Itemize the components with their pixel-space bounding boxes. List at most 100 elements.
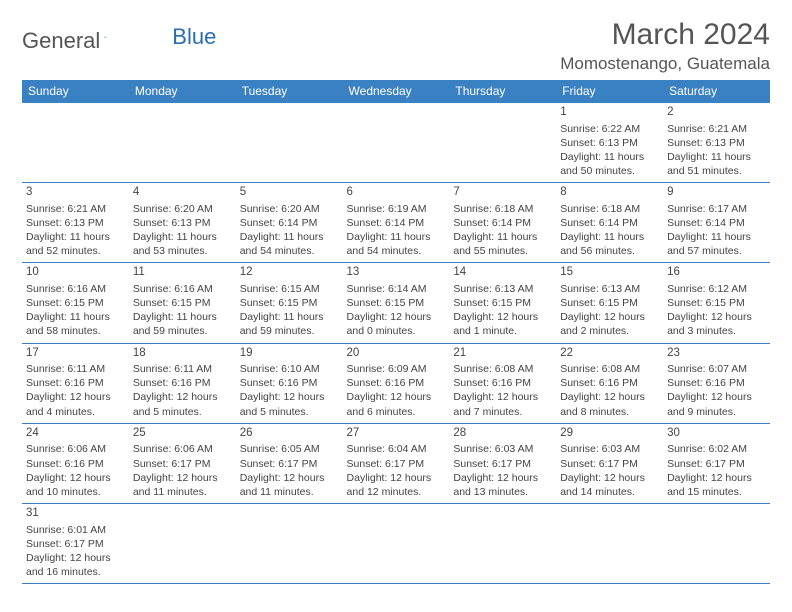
daylight-line: Daylight: 11 hours and 57 minutes. bbox=[667, 230, 766, 258]
daylight-line: Daylight: 11 hours and 59 minutes. bbox=[240, 310, 339, 338]
daylight-line: Daylight: 12 hours and 12 minutes. bbox=[347, 471, 446, 499]
sunrise-line: Sunrise: 6:07 AM bbox=[667, 362, 766, 376]
sunrise-line: Sunrise: 6:16 AM bbox=[133, 282, 232, 296]
day-number: 13 bbox=[347, 265, 446, 281]
daylight-line: Daylight: 11 hours and 59 minutes. bbox=[133, 310, 232, 338]
sunrise-line: Sunrise: 6:06 AM bbox=[133, 442, 232, 456]
sunset-line: Sunset: 6:16 PM bbox=[453, 376, 552, 390]
logo: General Blue bbox=[22, 28, 216, 54]
calendar-row: 24Sunrise: 6:06 AMSunset: 6:16 PMDayligh… bbox=[22, 423, 770, 503]
day-header: Wednesday bbox=[343, 80, 450, 103]
calendar-cell: 17Sunrise: 6:11 AMSunset: 6:16 PMDayligh… bbox=[22, 343, 129, 423]
day-number: 5 bbox=[240, 185, 339, 201]
calendar-cell: 12Sunrise: 6:15 AMSunset: 6:15 PMDayligh… bbox=[236, 263, 343, 343]
calendar-cell: 19Sunrise: 6:10 AMSunset: 6:16 PMDayligh… bbox=[236, 343, 343, 423]
sunset-line: Sunset: 6:14 PM bbox=[560, 216, 659, 230]
sunrise-line: Sunrise: 6:16 AM bbox=[26, 282, 125, 296]
calendar-table: SundayMondayTuesdayWednesdayThursdayFrid… bbox=[22, 80, 770, 584]
sunset-line: Sunset: 6:16 PM bbox=[347, 376, 446, 390]
sunset-line: Sunset: 6:14 PM bbox=[453, 216, 552, 230]
daylight-line: Daylight: 11 hours and 54 minutes. bbox=[240, 230, 339, 258]
daylight-line: Daylight: 11 hours and 54 minutes. bbox=[347, 230, 446, 258]
daylight-line: Daylight: 11 hours and 53 minutes. bbox=[133, 230, 232, 258]
daylight-line: Daylight: 12 hours and 14 minutes. bbox=[560, 471, 659, 499]
sunset-line: Sunset: 6:15 PM bbox=[560, 296, 659, 310]
calendar-cell: 8Sunrise: 6:18 AMSunset: 6:14 PMDaylight… bbox=[556, 183, 663, 263]
sunrise-line: Sunrise: 6:21 AM bbox=[26, 202, 125, 216]
sunrise-line: Sunrise: 6:11 AM bbox=[133, 362, 232, 376]
day-number: 20 bbox=[347, 346, 446, 362]
daylight-line: Daylight: 12 hours and 3 minutes. bbox=[667, 310, 766, 338]
calendar-cell-empty bbox=[22, 103, 129, 183]
day-number: 8 bbox=[560, 185, 659, 201]
month-title: March 2024 bbox=[560, 18, 770, 52]
sunrise-line: Sunrise: 6:04 AM bbox=[347, 442, 446, 456]
daylight-line: Daylight: 12 hours and 11 minutes. bbox=[240, 471, 339, 499]
sunrise-line: Sunrise: 6:20 AM bbox=[133, 202, 232, 216]
day-number: 10 bbox=[26, 265, 125, 281]
daylight-line: Daylight: 11 hours and 58 minutes. bbox=[26, 310, 125, 338]
sunset-line: Sunset: 6:15 PM bbox=[453, 296, 552, 310]
day-number: 14 bbox=[453, 265, 552, 281]
sunrise-line: Sunrise: 6:15 AM bbox=[240, 282, 339, 296]
calendar-cell-empty bbox=[129, 504, 236, 584]
day-number: 3 bbox=[26, 185, 125, 201]
calendar-cell: 18Sunrise: 6:11 AMSunset: 6:16 PMDayligh… bbox=[129, 343, 236, 423]
sunset-line: Sunset: 6:13 PM bbox=[667, 136, 766, 150]
sunset-line: Sunset: 6:13 PM bbox=[133, 216, 232, 230]
calendar-cell: 24Sunrise: 6:06 AMSunset: 6:16 PMDayligh… bbox=[22, 423, 129, 503]
sunrise-line: Sunrise: 6:05 AM bbox=[240, 442, 339, 456]
day-number: 29 bbox=[560, 426, 659, 442]
day-number: 18 bbox=[133, 346, 232, 362]
day-number: 27 bbox=[347, 426, 446, 442]
daylight-line: Daylight: 11 hours and 56 minutes. bbox=[560, 230, 659, 258]
sunrise-line: Sunrise: 6:01 AM bbox=[26, 523, 125, 537]
day-number: 16 bbox=[667, 265, 766, 281]
calendar-cell: 13Sunrise: 6:14 AMSunset: 6:15 PMDayligh… bbox=[343, 263, 450, 343]
calendar-cell-empty bbox=[129, 103, 236, 183]
daylight-line: Daylight: 12 hours and 15 minutes. bbox=[667, 471, 766, 499]
day-number: 28 bbox=[453, 426, 552, 442]
sunset-line: Sunset: 6:13 PM bbox=[26, 216, 125, 230]
sunrise-line: Sunrise: 6:21 AM bbox=[667, 122, 766, 136]
daylight-line: Daylight: 12 hours and 2 minutes. bbox=[560, 310, 659, 338]
header: General Blue March 2024 Momostenango, Gu… bbox=[22, 18, 770, 74]
day-header: Saturday bbox=[663, 80, 770, 103]
sunset-line: Sunset: 6:17 PM bbox=[133, 457, 232, 471]
sunset-line: Sunset: 6:15 PM bbox=[26, 296, 125, 310]
day-number: 12 bbox=[240, 265, 339, 281]
calendar-cell: 29Sunrise: 6:03 AMSunset: 6:17 PMDayligh… bbox=[556, 423, 663, 503]
sunset-line: Sunset: 6:15 PM bbox=[240, 296, 339, 310]
sunset-line: Sunset: 6:17 PM bbox=[667, 457, 766, 471]
daylight-line: Daylight: 12 hours and 1 minute. bbox=[453, 310, 552, 338]
calendar-cell: 16Sunrise: 6:12 AMSunset: 6:15 PMDayligh… bbox=[663, 263, 770, 343]
calendar-cell: 26Sunrise: 6:05 AMSunset: 6:17 PMDayligh… bbox=[236, 423, 343, 503]
sunrise-line: Sunrise: 6:18 AM bbox=[560, 202, 659, 216]
logo-text-main: General bbox=[22, 28, 100, 54]
calendar-cell: 11Sunrise: 6:16 AMSunset: 6:15 PMDayligh… bbox=[129, 263, 236, 343]
sunrise-line: Sunrise: 6:06 AM bbox=[26, 442, 125, 456]
calendar-cell-empty bbox=[556, 504, 663, 584]
title-block: March 2024 Momostenango, Guatemala bbox=[560, 18, 770, 74]
calendar-cell: 31Sunrise: 6:01 AMSunset: 6:17 PMDayligh… bbox=[22, 504, 129, 584]
calendar-cell: 7Sunrise: 6:18 AMSunset: 6:14 PMDaylight… bbox=[449, 183, 556, 263]
sunset-line: Sunset: 6:15 PM bbox=[347, 296, 446, 310]
calendar-cell: 28Sunrise: 6:03 AMSunset: 6:17 PMDayligh… bbox=[449, 423, 556, 503]
calendar-cell-empty bbox=[449, 103, 556, 183]
day-header: Thursday bbox=[449, 80, 556, 103]
day-number: 15 bbox=[560, 265, 659, 281]
daylight-line: Daylight: 12 hours and 13 minutes. bbox=[453, 471, 552, 499]
sunrise-line: Sunrise: 6:03 AM bbox=[453, 442, 552, 456]
daylight-line: Daylight: 12 hours and 9 minutes. bbox=[667, 390, 766, 418]
sunrise-line: Sunrise: 6:19 AM bbox=[347, 202, 446, 216]
sunrise-line: Sunrise: 6:12 AM bbox=[667, 282, 766, 296]
calendar-cell: 10Sunrise: 6:16 AMSunset: 6:15 PMDayligh… bbox=[22, 263, 129, 343]
sunrise-line: Sunrise: 6:13 AM bbox=[453, 282, 552, 296]
sunrise-line: Sunrise: 6:20 AM bbox=[240, 202, 339, 216]
daylight-line: Daylight: 12 hours and 7 minutes. bbox=[453, 390, 552, 418]
day-header-row: SundayMondayTuesdayWednesdayThursdayFrid… bbox=[22, 80, 770, 103]
sunset-line: Sunset: 6:16 PM bbox=[26, 376, 125, 390]
sunset-line: Sunset: 6:17 PM bbox=[347, 457, 446, 471]
sunrise-line: Sunrise: 6:02 AM bbox=[667, 442, 766, 456]
sunset-line: Sunset: 6:16 PM bbox=[560, 376, 659, 390]
